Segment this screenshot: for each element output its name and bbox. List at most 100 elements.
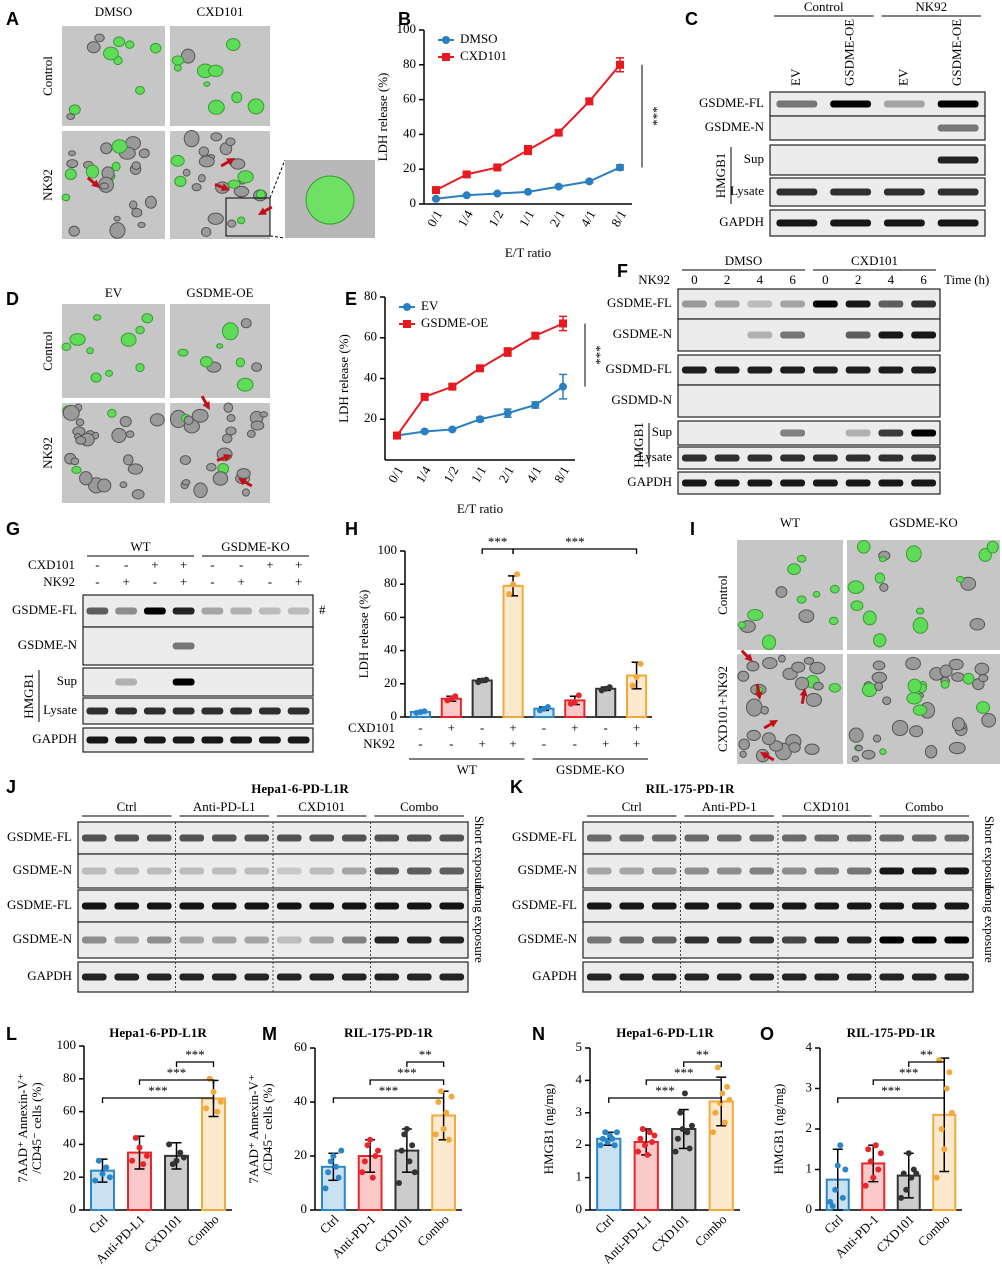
band (146, 867, 172, 875)
data-point (401, 1131, 408, 1138)
y-tick-label: 40 (294, 1093, 307, 1108)
band (830, 188, 872, 196)
y-tick-label: 3 (576, 1104, 583, 1119)
chart-title: Hepa1-6-PD-L1R (616, 1025, 714, 1040)
data-point (635, 1148, 642, 1155)
band (747, 300, 773, 308)
band (651, 936, 677, 944)
data-point (877, 1150, 884, 1157)
cell (745, 698, 763, 717)
row-label: GSDME-N (705, 119, 765, 134)
band (781, 936, 807, 944)
cell (135, 362, 145, 373)
band (681, 454, 707, 462)
cell (102, 46, 119, 61)
significance-line (645, 1079, 722, 1085)
treatment-sign: + (633, 720, 640, 735)
cell (68, 104, 81, 115)
band (747, 331, 773, 339)
cell (746, 729, 761, 741)
y-tick-label: 1 (576, 1169, 583, 1184)
data-point (359, 1169, 366, 1176)
data-point (686, 1145, 693, 1152)
cell (861, 749, 876, 760)
legend-marker (442, 53, 450, 61)
row-label: Lysate (43, 702, 77, 717)
cell (62, 405, 80, 421)
treatment-sign: + (571, 720, 578, 735)
group-label: CXD101 (298, 799, 345, 814)
y-tick-label: 80 (384, 575, 397, 590)
cell (874, 572, 886, 584)
data-point (476, 415, 484, 424)
data-point (440, 1126, 447, 1132)
cell (237, 170, 254, 184)
cell (259, 411, 268, 418)
cell (951, 717, 966, 732)
treatment-label: NK92 (43, 574, 75, 589)
band (878, 300, 904, 308)
band (812, 479, 838, 487)
treatment-sign: - (418, 736, 422, 751)
cell (123, 454, 134, 466)
row-label: GSDME-FL (699, 95, 764, 110)
cell (191, 408, 209, 423)
row-label: GSDME-FL (512, 829, 577, 844)
band (944, 973, 970, 981)
band (230, 607, 253, 615)
band (845, 454, 871, 462)
significance-line (512, 548, 638, 554)
cell (75, 435, 87, 445)
y-tick-label: 20 (403, 160, 416, 175)
band (143, 736, 166, 744)
cell (207, 212, 224, 225)
band (747, 454, 773, 462)
band (211, 936, 237, 944)
band (374, 834, 400, 842)
band (81, 867, 107, 875)
y-tick-label: 40 (63, 1135, 76, 1150)
band (341, 936, 367, 944)
blot-strip (677, 384, 941, 418)
band (781, 834, 807, 842)
band (937, 124, 979, 132)
cell (111, 427, 127, 444)
row-label: NK92 (40, 169, 55, 201)
data-point (684, 1129, 691, 1136)
chart-title: RIL-175-PD-1R (344, 1025, 433, 1040)
band (586, 867, 612, 875)
band (586, 936, 612, 944)
treatment-sign: - (153, 574, 157, 589)
significance-label: *** (185, 1047, 205, 1062)
data-point (875, 1166, 882, 1173)
y-tick-label: 4 (806, 1039, 813, 1054)
band (776, 219, 818, 227)
x-tick-label: 1/2 (440, 463, 461, 485)
data-point (606, 684, 613, 691)
data-point (837, 1142, 844, 1149)
data-point (375, 1147, 381, 1154)
treatment-sign: + (237, 574, 244, 589)
cell (182, 168, 191, 177)
significance-line (369, 1079, 445, 1085)
data-point (396, 1180, 402, 1186)
panel-letter: I (690, 519, 695, 539)
data-point (679, 1126, 686, 1132)
arrow (220, 158, 235, 168)
band (944, 902, 970, 910)
band (814, 936, 840, 944)
band (86, 707, 109, 715)
y-tick-label: 0 (70, 1201, 77, 1216)
data-point (908, 1174, 915, 1181)
y-axis-label: LDH release (%) (356, 590, 371, 679)
data-point (867, 1158, 874, 1165)
significance-line (332, 1097, 445, 1103)
band (846, 936, 872, 944)
cell (739, 750, 747, 758)
arrow (763, 720, 778, 730)
treatment-sign: + (295, 557, 302, 572)
group-label: NK92 (915, 0, 947, 14)
cell (177, 348, 189, 357)
data-point (435, 1099, 442, 1105)
data-point (905, 1150, 912, 1157)
